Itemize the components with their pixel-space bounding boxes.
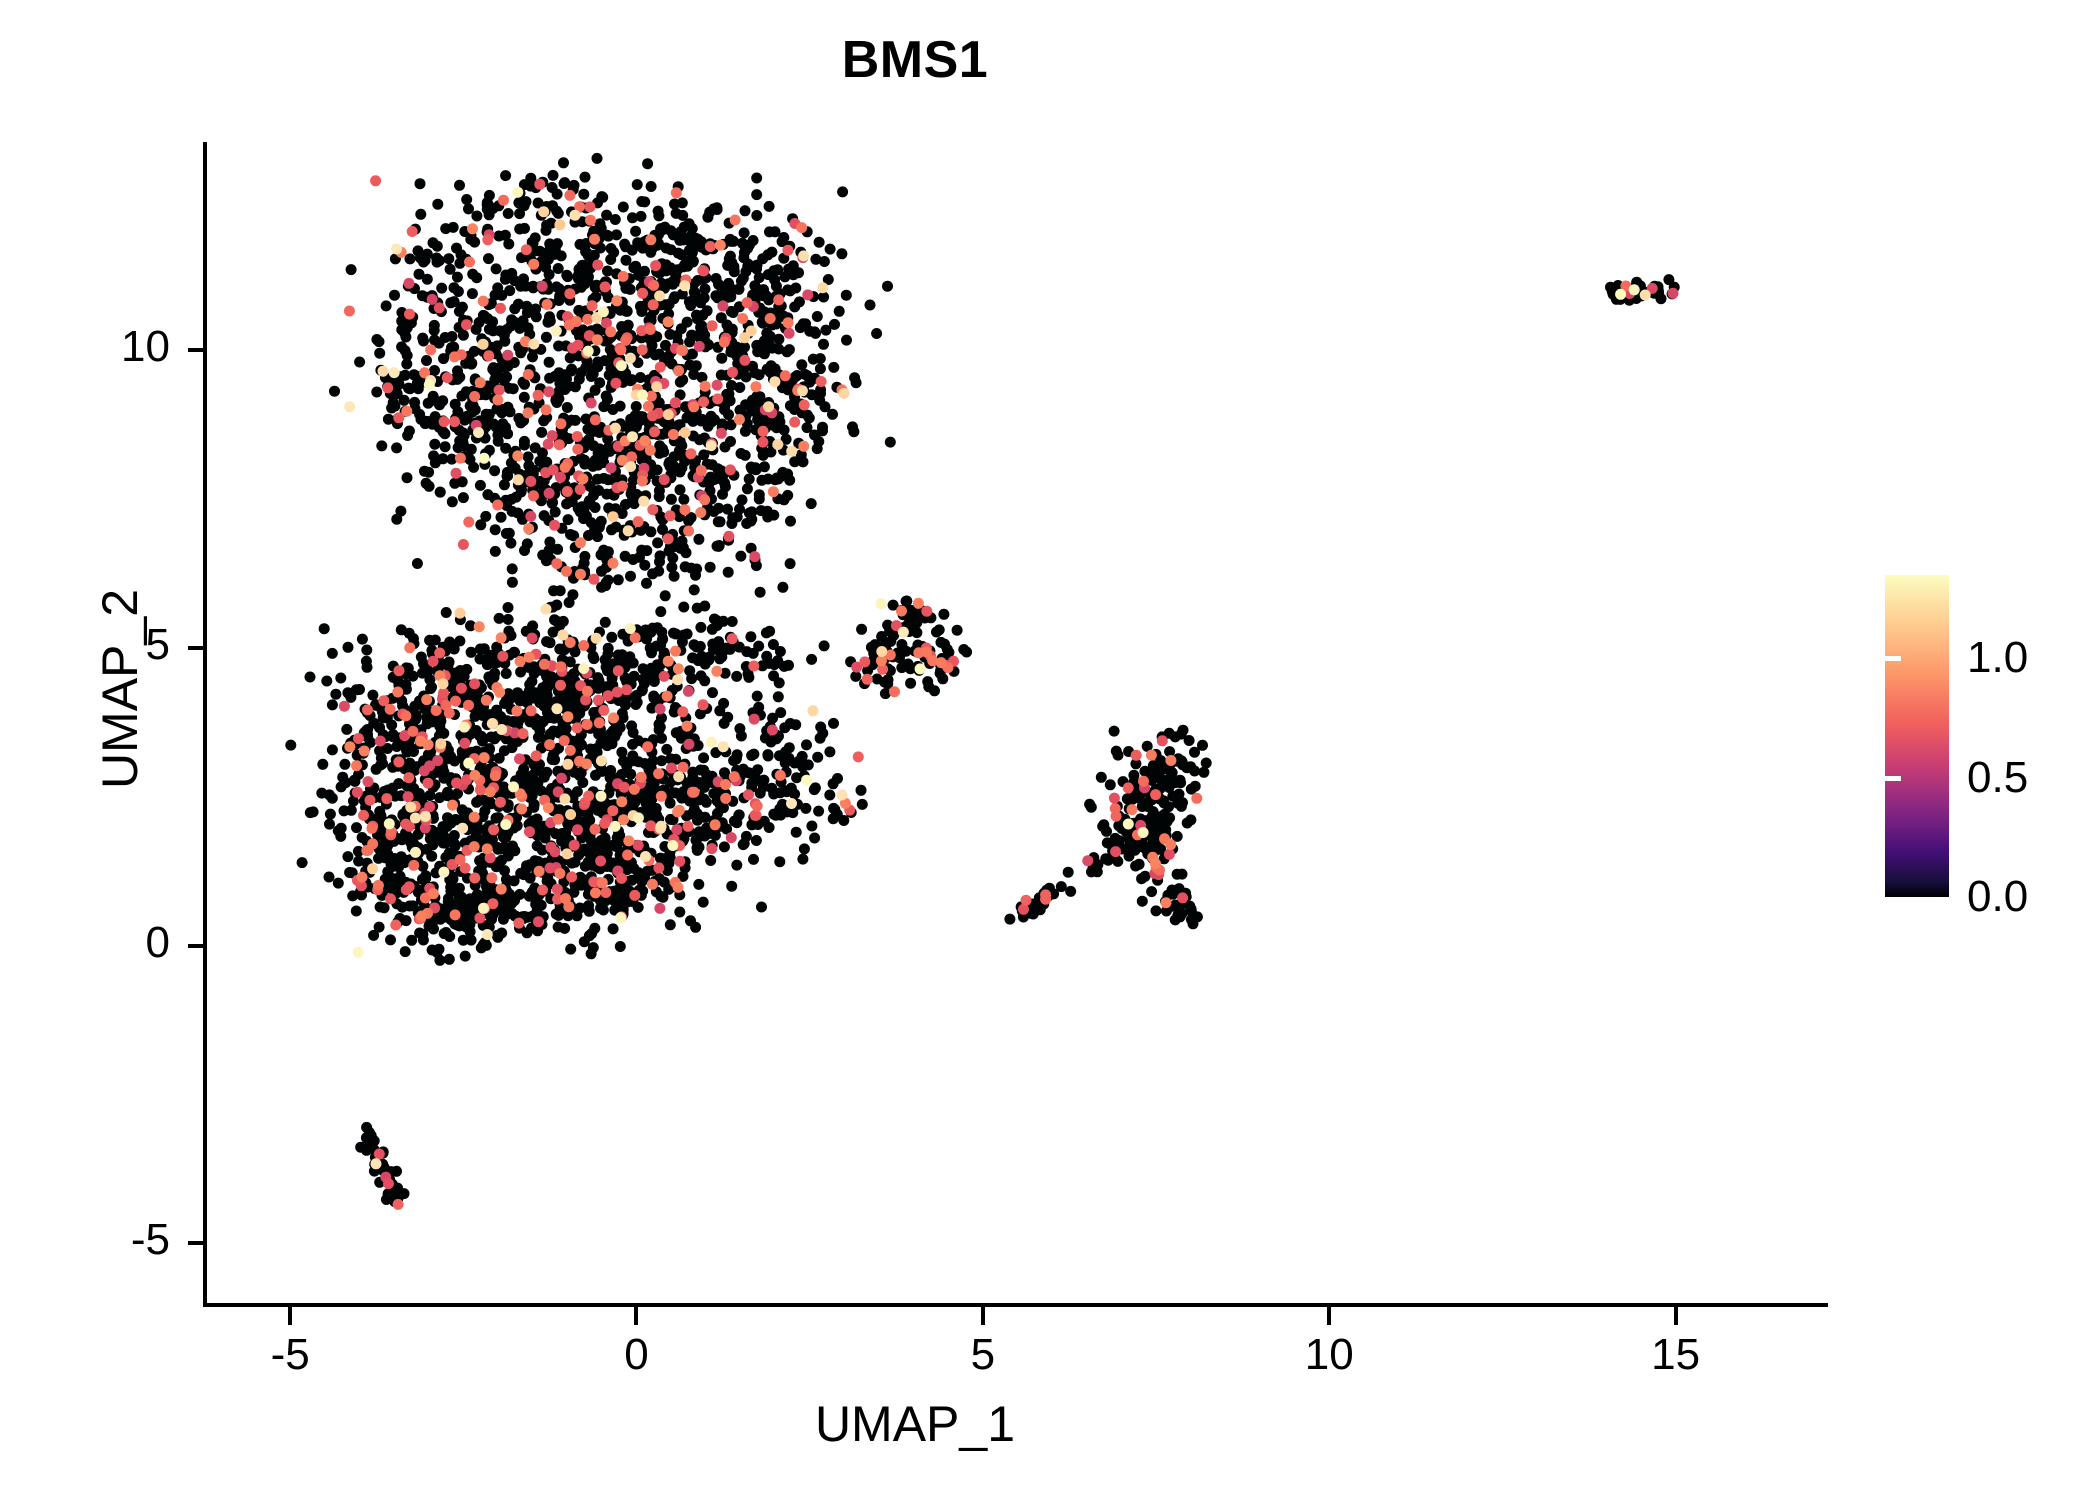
x-tick-label: 15 xyxy=(1651,1330,1701,1379)
x-tick-label: 10 xyxy=(1304,1330,1354,1379)
colorbar-tick-mark xyxy=(1885,775,1901,781)
x-tick-mark xyxy=(634,1307,639,1325)
colorbar-tick-label: 1.0 xyxy=(1967,633,2029,683)
x-axis-title: UMAP_1 xyxy=(814,1396,1016,1452)
colorbar-tick-mark xyxy=(1869,656,1885,662)
x-tick-mark xyxy=(1327,1307,1332,1325)
colorbar-tick-label: 0.5 xyxy=(1967,752,2029,802)
colorbar-tick-mark xyxy=(1869,775,1885,781)
colorbar-tick-label: 0.0 xyxy=(1967,872,2029,921)
x-tick-label: -5 xyxy=(270,1330,310,1379)
y-tick-label: 0 xyxy=(145,917,170,967)
y-tick-mark xyxy=(188,943,206,948)
y-tick-label: -5 xyxy=(130,1215,170,1265)
colorbar-gradient xyxy=(1885,575,1949,897)
plot-panel xyxy=(207,142,1828,1303)
y-axis-title: UMAP_2 xyxy=(92,588,148,790)
x-tick-mark xyxy=(288,1307,293,1325)
y-axis-line xyxy=(203,142,207,1307)
x-tick-label: 0 xyxy=(624,1330,649,1379)
y-tick-label: 5 xyxy=(145,620,170,670)
y-tick-mark xyxy=(188,348,206,353)
x-tick-mark xyxy=(1673,1307,1678,1325)
x-tick-mark xyxy=(980,1307,985,1325)
x-axis-line xyxy=(203,1303,1828,1307)
x-tick-label: 5 xyxy=(970,1330,996,1379)
page-title: BMS1 xyxy=(841,31,989,89)
colorbar-tick-mark xyxy=(1885,656,1901,662)
scatter-points-layer xyxy=(285,152,1680,1210)
y-tick-mark xyxy=(188,646,206,651)
y-tick-label: 10 xyxy=(121,322,170,372)
y-tick-mark xyxy=(188,1241,206,1246)
